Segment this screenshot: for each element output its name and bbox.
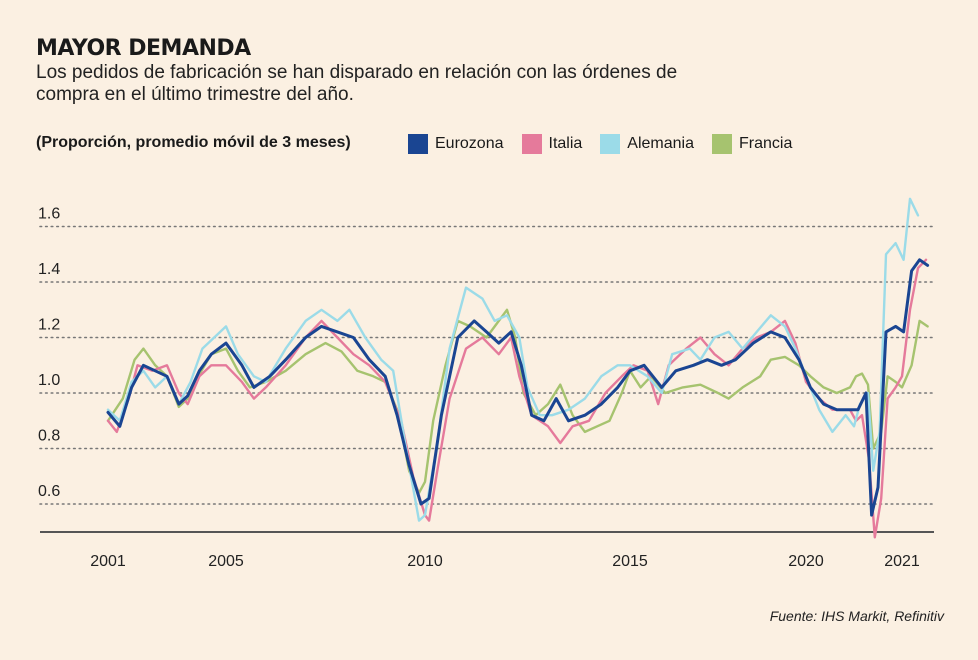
y-tick-label: 1.2 — [38, 317, 60, 334]
legend-item-francia: Francia — [712, 134, 792, 154]
y-tick-label: 1.0 — [38, 372, 60, 389]
source-note: Fuente: IHS Markit, Refinitiv — [769, 608, 944, 624]
legend-swatch — [521, 134, 542, 154]
chart-title: MAYOR DEMANDA — [36, 36, 251, 61]
x-tick-label: 2010 — [407, 553, 443, 570]
chart-subtitle: Los pedidos de fabricación se han dispar… — [36, 62, 678, 105]
legend-label: Eurozona — [435, 135, 504, 152]
series-lines — [106, 197, 930, 539]
y-tick-label: 0.8 — [38, 428, 60, 445]
legend-swatch — [408, 134, 428, 154]
y-tick-label: 0.6 — [38, 483, 60, 500]
y-tick-label: 1.4 — [38, 261, 60, 278]
legend-item-alemania: Alemania — [600, 134, 694, 154]
legend-label: Alemania — [627, 135, 694, 152]
legend: Eurozona Italia Alemania Francia — [408, 134, 792, 154]
legend-item-eurozona: Eurozona — [408, 134, 504, 154]
y-axis: 0.6 0.8 1.0 1.2 1.4 1.6 — [38, 206, 60, 501]
y-tick-label: 1.6 — [38, 206, 60, 223]
series-line-alemania — [106, 197, 920, 522]
x-tick-label: 2015 — [612, 553, 648, 570]
units-label: (Proporción, promedio móvil de 3 meses) — [36, 134, 351, 151]
x-axis: 2001 2005 2010 2015 2020 2021 — [90, 553, 920, 570]
x-tick-label: 2021 — [884, 553, 920, 570]
series-line-italia — [106, 258, 928, 539]
legend-label: Francia — [739, 135, 793, 152]
series-line-eurozona — [106, 258, 930, 517]
legend-swatch — [712, 134, 732, 154]
legend-swatch — [600, 134, 621, 154]
legend-item-italia: Italia — [521, 134, 583, 154]
x-tick-label: 2005 — [208, 553, 244, 570]
x-tick-label: 2001 — [90, 553, 126, 570]
x-tick-label: 2020 — [788, 553, 824, 570]
series-line-francia — [106, 308, 929, 495]
legend-label: Italia — [548, 135, 583, 152]
